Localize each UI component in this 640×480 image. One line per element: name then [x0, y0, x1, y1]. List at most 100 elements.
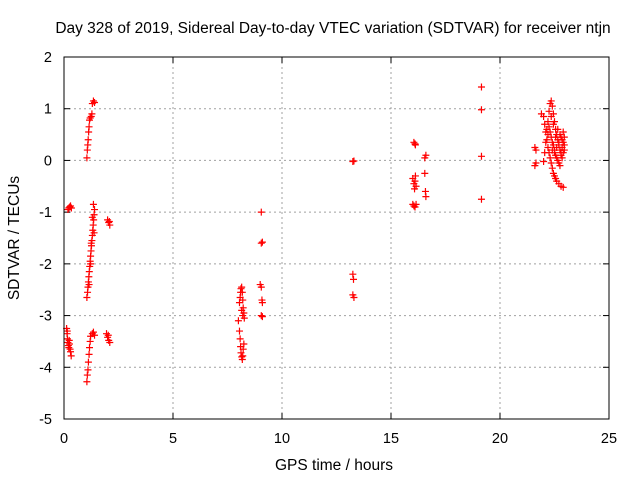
data-point-plus — [257, 208, 265, 216]
y-tick-label: -2 — [39, 257, 52, 273]
data-point-plus — [257, 239, 265, 247]
data-point-plus — [422, 151, 430, 159]
y-tick-label: -3 — [39, 309, 52, 325]
data-point-plus — [238, 283, 246, 291]
data-point-plus — [412, 200, 420, 208]
data-point-plus — [545, 107, 553, 115]
data-point-plus — [546, 154, 554, 162]
data-point-plus — [350, 293, 358, 301]
data-point-plus — [67, 352, 75, 360]
data-point-plus — [258, 313, 266, 321]
data-point-plus — [236, 335, 244, 343]
data-point-plus — [91, 331, 99, 339]
data-point-plus — [239, 352, 247, 360]
x-tick-label: 10 — [274, 431, 290, 447]
data-point-plus — [477, 152, 485, 160]
data-point-plus — [544, 144, 552, 151]
data-point-plus — [235, 327, 243, 335]
data-point-plus — [258, 238, 266, 246]
data-point-plus — [547, 112, 555, 120]
x-tick-label: 15 — [383, 431, 399, 447]
y-tick-label: -1 — [39, 205, 52, 221]
data-point-plus — [234, 317, 242, 325]
data-series-sdtvar — [63, 83, 568, 386]
data-point-plus — [86, 344, 94, 352]
data-point-plus — [558, 154, 566, 162]
x-tick-labels: 0 5 10 15 20 25 — [60, 431, 617, 447]
data-point-plus — [89, 200, 97, 208]
data-point-plus — [257, 312, 265, 320]
y-tick-label: 2 — [44, 50, 52, 66]
data-point-plus — [239, 296, 247, 304]
data-point-plus — [83, 293, 91, 301]
data-point-plus — [86, 114, 94, 122]
x-tick-label: 5 — [169, 431, 177, 447]
y-tick-labels: -5 -4 -3 -2 -1 0 1 2 — [39, 50, 52, 428]
data-point-plus — [557, 133, 565, 141]
data-point-plus — [105, 217, 113, 225]
data-point-plus — [532, 146, 540, 154]
data-point-plus — [65, 336, 73, 344]
grid — [64, 57, 609, 419]
data-point-plus — [477, 106, 485, 114]
data-point-plus — [239, 312, 247, 320]
data-point-plus — [411, 141, 419, 149]
data-point-plus — [83, 154, 91, 162]
y-tick-label: -4 — [39, 360, 52, 376]
data-point-plus — [556, 162, 564, 170]
data-point-plus — [548, 102, 556, 110]
data-point-plus — [88, 110, 96, 118]
data-point-plus — [542, 138, 550, 146]
data-point-plus — [540, 157, 548, 165]
data-point-plus — [85, 123, 93, 131]
data-point-plus — [85, 281, 93, 289]
data-point-plus — [350, 275, 358, 283]
data-point-plus — [532, 159, 540, 167]
data-point-plus — [84, 358, 92, 366]
data-point-plus — [240, 340, 248, 348]
data-point-plus — [551, 149, 558, 157]
data-point-plus — [548, 164, 556, 172]
data-point-plus — [84, 136, 92, 144]
data-point-plus — [422, 193, 430, 201]
data-point-plus — [67, 204, 75, 212]
data-point-plus — [257, 283, 265, 291]
data-point-plus — [91, 99, 99, 107]
data-point-plus — [349, 270, 357, 278]
data-point-plus — [83, 371, 91, 379]
data-point-plus — [90, 229, 98, 237]
plot-frame — [63, 56, 610, 420]
data-point-plus — [239, 345, 247, 353]
data-point-plus — [88, 213, 96, 221]
data-point-plus — [547, 159, 555, 167]
data-point-plus — [84, 366, 92, 374]
y-tick-label: 1 — [44, 102, 52, 118]
data-point-plus — [91, 206, 99, 214]
data-point-plus — [559, 183, 567, 191]
data-point-plus — [554, 125, 562, 133]
data-point-plus — [544, 131, 552, 139]
data-point-plus — [65, 344, 73, 352]
data-point-plus — [103, 330, 111, 338]
data-point-plus — [477, 83, 485, 91]
data-point-plus — [544, 118, 552, 126]
data-point-plus — [87, 260, 95, 268]
data-point-plus — [85, 350, 93, 358]
x-axis-label: GPS time / hours — [275, 457, 393, 474]
x-tick-label: 25 — [601, 431, 617, 447]
data-point-plus — [411, 172, 419, 180]
data-point-plus — [549, 120, 557, 128]
chart-title: Day 328 of 2019, Sidereal Day-to-day VTE… — [55, 20, 610, 37]
data-point-plus — [350, 157, 358, 165]
data-point-plus — [540, 112, 548, 120]
data-point-plus — [547, 97, 555, 105]
data-point-plus — [412, 182, 420, 190]
data-point-plus — [89, 328, 97, 336]
data-point-plus — [238, 288, 246, 296]
data-point-plus — [87, 239, 95, 247]
data-point-plus — [559, 128, 567, 136]
axis-ticks — [63, 56, 610, 420]
x-tick-label: 0 — [60, 431, 68, 447]
data-point-plus — [541, 149, 549, 157]
